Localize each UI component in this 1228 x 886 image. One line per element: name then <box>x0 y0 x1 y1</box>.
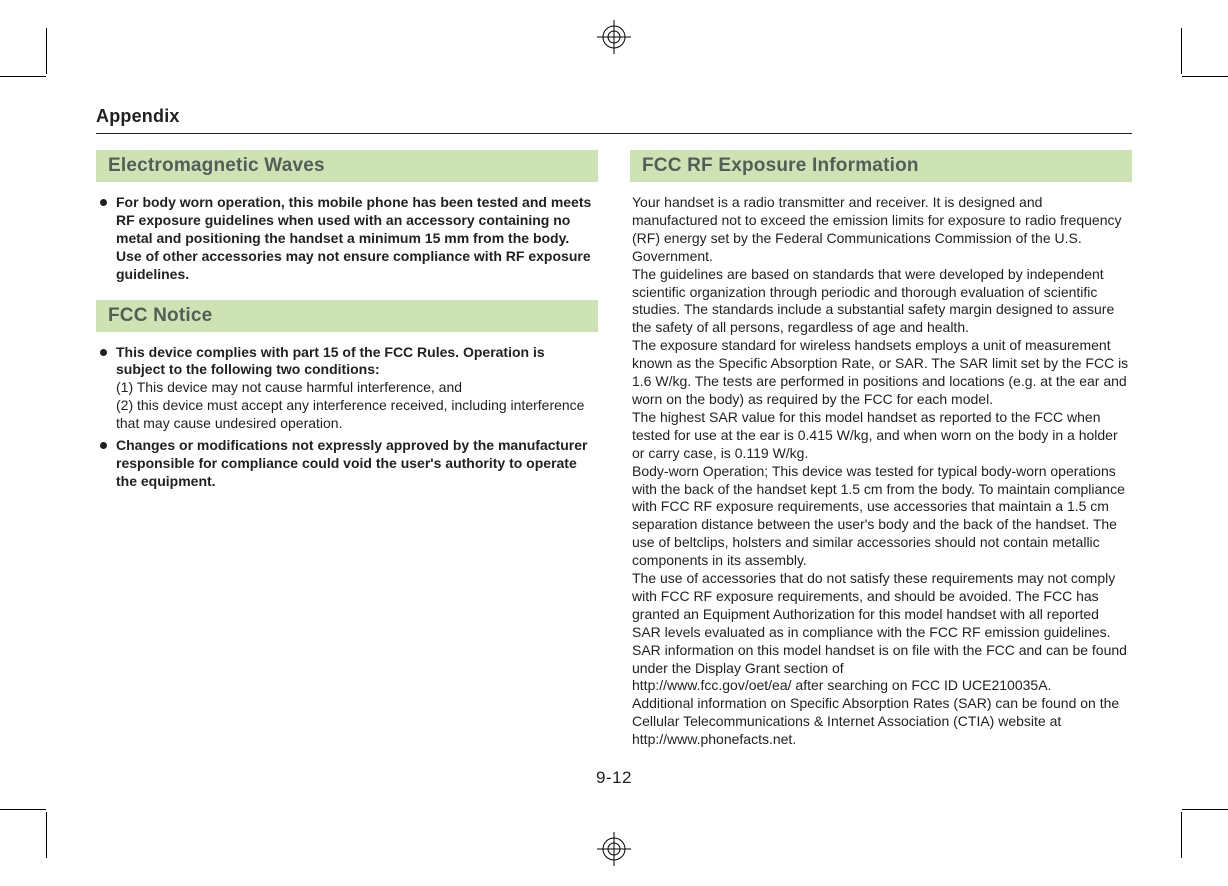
section-title: FCC Notice <box>108 305 588 327</box>
section-title: Electromagnetic Waves <box>108 155 588 177</box>
section-title: FCC RF Exposure Information <box>642 155 1122 177</box>
crop-mark <box>46 28 47 74</box>
right-column: FCC RF Exposure Information Your handset… <box>630 150 1132 749</box>
bullet-list: This device complies with part 15 of the… <box>96 344 598 491</box>
list-item: For body worn operation, this mobile pho… <box>100 194 596 284</box>
list-item: Changes or modifications not expressly a… <box>100 437 596 491</box>
crop-mark <box>1182 76 1228 77</box>
header-rule <box>96 133 1132 134</box>
page-number: 9-12 <box>596 768 632 788</box>
crop-mark <box>0 809 46 810</box>
left-column: Electromagnetic Waves For body worn oper… <box>96 150 598 749</box>
paragraph: Body-worn Operation; This device was tes… <box>632 463 1130 570</box>
paragraph: http://www.fcc.gov/oet/ea/ after searchi… <box>632 677 1130 695</box>
crop-mark <box>0 76 46 77</box>
crop-mark <box>1182 809 1228 810</box>
content-columns: Electromagnetic Waves For body worn oper… <box>96 150 1132 749</box>
list-item-bold-text: This device complies with part 15 of the… <box>116 344 545 378</box>
list-item-text: Changes or modifications not expressly a… <box>116 437 587 489</box>
section-heading-fcc-notice: FCC Notice <box>96 300 598 332</box>
page-content: Appendix Electromagnetic Waves For body … <box>48 76 1180 810</box>
paragraph: The guidelines are based on standards th… <box>632 266 1130 338</box>
registration-mark-icon <box>597 832 631 866</box>
registration-mark-icon <box>597 20 631 54</box>
paragraph: The highest SAR value for this model han… <box>632 409 1130 463</box>
list-item-subtext: (2) this device must accept any interfer… <box>116 397 596 433</box>
paragraph: The use of accessories that do not satis… <box>632 570 1130 677</box>
bullet-list: For body worn operation, this mobile pho… <box>96 194 598 284</box>
page-header-title: Appendix <box>96 106 1132 127</box>
paragraph: Your handset is a radio transmitter and … <box>632 194 1130 266</box>
section-heading-em-waves: Electromagnetic Waves <box>96 150 598 182</box>
section-heading-fcc-rf: FCC RF Exposure Information <box>630 150 1132 182</box>
crop-mark <box>1181 28 1182 74</box>
body-text: Your handset is a radio transmitter and … <box>630 194 1132 749</box>
list-item-subtext: (1) This device may not cause harmful in… <box>116 379 596 397</box>
crop-mark <box>46 812 47 858</box>
paragraph: The exposure standard for wireless hands… <box>632 337 1130 409</box>
paragraph: Additional information on Specific Absor… <box>632 695 1130 749</box>
list-item: This device complies with part 15 of the… <box>100 344 596 434</box>
list-item-text: For body worn operation, this mobile pho… <box>116 194 591 282</box>
crop-mark <box>1181 812 1182 858</box>
